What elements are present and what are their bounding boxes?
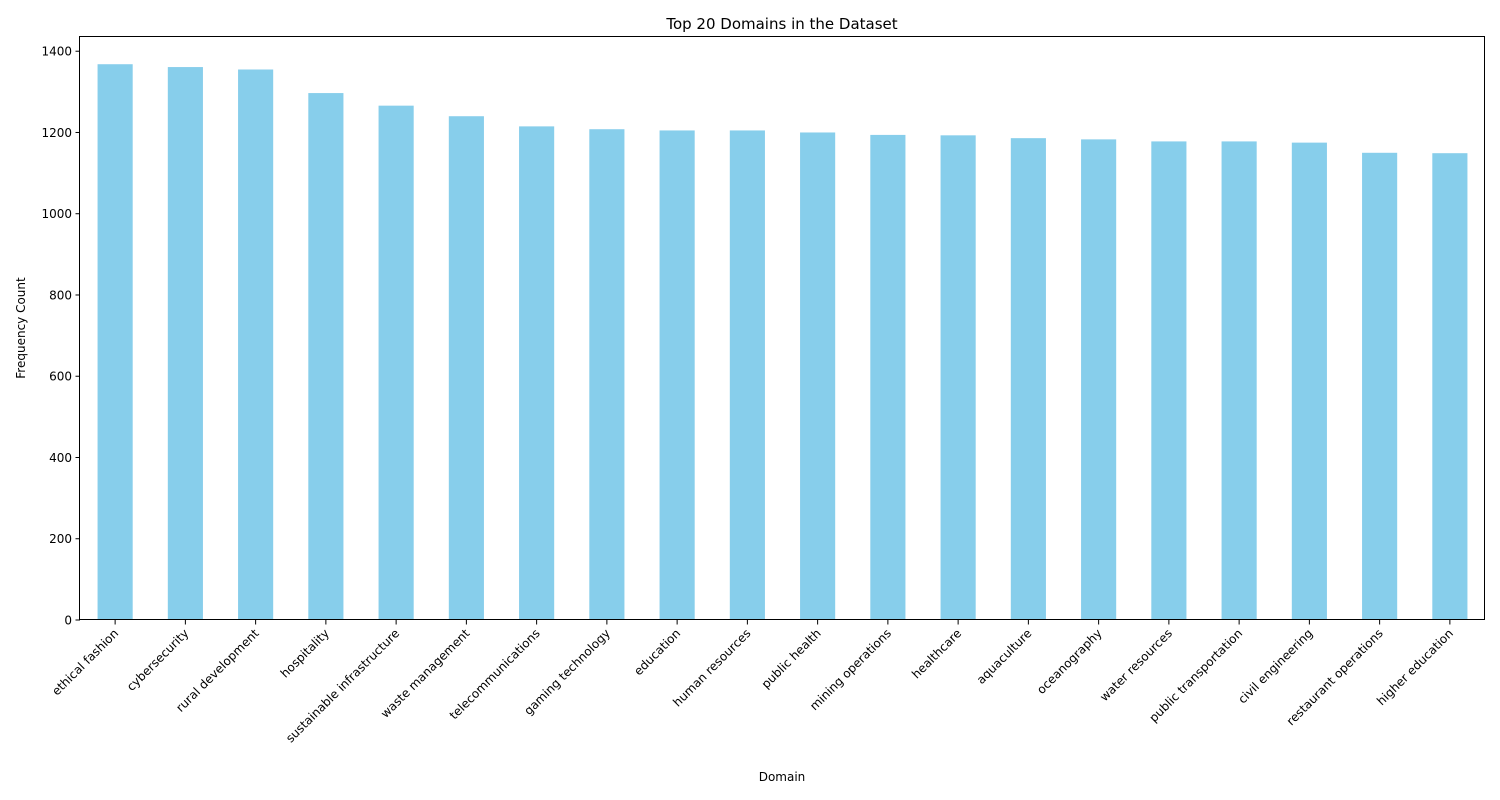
bar-hospitality <box>308 93 344 620</box>
chart-title: Top 20 Domains in the Dataset <box>665 15 897 33</box>
bar-cybersecurity <box>167 67 203 620</box>
x-axis-label: Domain <box>759 770 806 784</box>
bar-human-resources <box>729 130 765 620</box>
y-tick-label: 600 <box>49 370 72 384</box>
bar-gaming-technology <box>589 129 625 620</box>
bar-public-health <box>800 132 836 620</box>
bar-telecommunications <box>519 126 555 620</box>
bar-higher-education <box>1432 153 1468 620</box>
bar-healthcare <box>940 135 976 620</box>
x-tick-label-education: education <box>631 626 683 678</box>
y-tick-label: 0 <box>64 614 72 628</box>
y-tick-label: 200 <box>49 532 72 546</box>
bars-layer <box>97 64 1468 621</box>
bar-mining-operations <box>870 134 906 620</box>
bar-education <box>659 130 695 620</box>
y-tick-label: 400 <box>49 451 72 465</box>
y-tick-label: 1400 <box>41 45 72 59</box>
y-tick-label: 1000 <box>41 207 72 221</box>
bar-oceanography <box>1081 139 1117 620</box>
x-tick-label-ethical-fashion: ethical fashion <box>49 626 121 698</box>
bar-sustainable-infrastructure <box>378 105 414 620</box>
bar-civil-engineering <box>1291 142 1327 620</box>
plot-frame <box>79 36 1485 620</box>
x-tick-label-hospitality: hospitality <box>278 626 332 680</box>
bar-waste-management <box>448 116 484 620</box>
x-tick-label-public-health: public health <box>759 626 824 691</box>
x-tick-label-higher-education: higher education <box>1374 626 1456 708</box>
y-tick-label: 800 <box>49 288 72 302</box>
x-tick-label-civil-engineering: civil engineering <box>1235 626 1315 706</box>
x-tick-label-oceanography: oceanography <box>1034 626 1105 697</box>
x-tick-label-water-resources: water resources <box>1097 626 1175 704</box>
bar-public-transportation <box>1221 141 1257 620</box>
bar-aquaculture <box>1010 138 1046 620</box>
x-tick-label-sustainable-infrastructure: sustainable infrastructure <box>283 626 402 745</box>
bar-rural-development <box>238 69 274 620</box>
x-tick-label-aquaculture: aquaculture <box>974 626 1035 687</box>
y-axis-label: Frequency Count <box>14 277 28 379</box>
axes-layer <box>79 36 1485 620</box>
bar-ethical-fashion <box>97 64 133 621</box>
bar-restaurant-operations <box>1362 152 1398 621</box>
bar-water-resources <box>1151 141 1187 620</box>
y-axis-ticks: 0 200 400 600 800 1000 1200 1400 <box>41 45 80 628</box>
x-tick-label-cybersecurity: cybersecurity <box>124 626 192 694</box>
y-tick-label: 1200 <box>41 126 72 140</box>
x-tick-label-human-resources: human resources <box>670 626 753 709</box>
x-tick-label-healthcare: healthcare <box>909 626 964 681</box>
